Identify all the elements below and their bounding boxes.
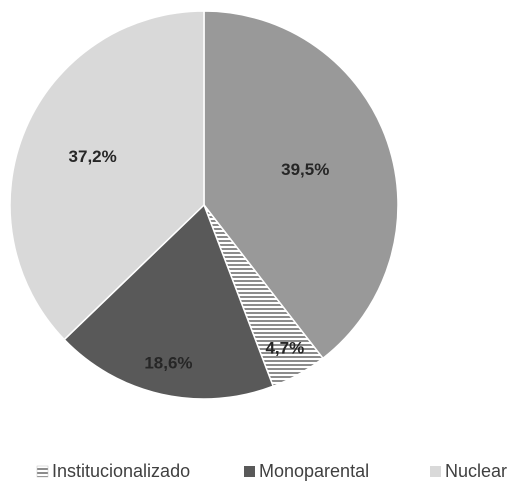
legend-swatch [36,465,49,478]
pie-slice [63,203,275,400]
data-label: 18,6% [144,354,192,373]
legend-label: Monoparental [259,461,369,481]
data-label: 4,7% [265,338,304,357]
pie-slice [9,10,205,341]
data-label: 37,2% [69,147,117,166]
legend-swatch [244,466,255,477]
legend-label: Institucionalizado [52,461,190,481]
legend-label: Nuclear [445,461,507,481]
pie-slice [203,10,399,360]
legend-swatch [430,466,441,477]
data-label: 39,5% [281,160,329,179]
